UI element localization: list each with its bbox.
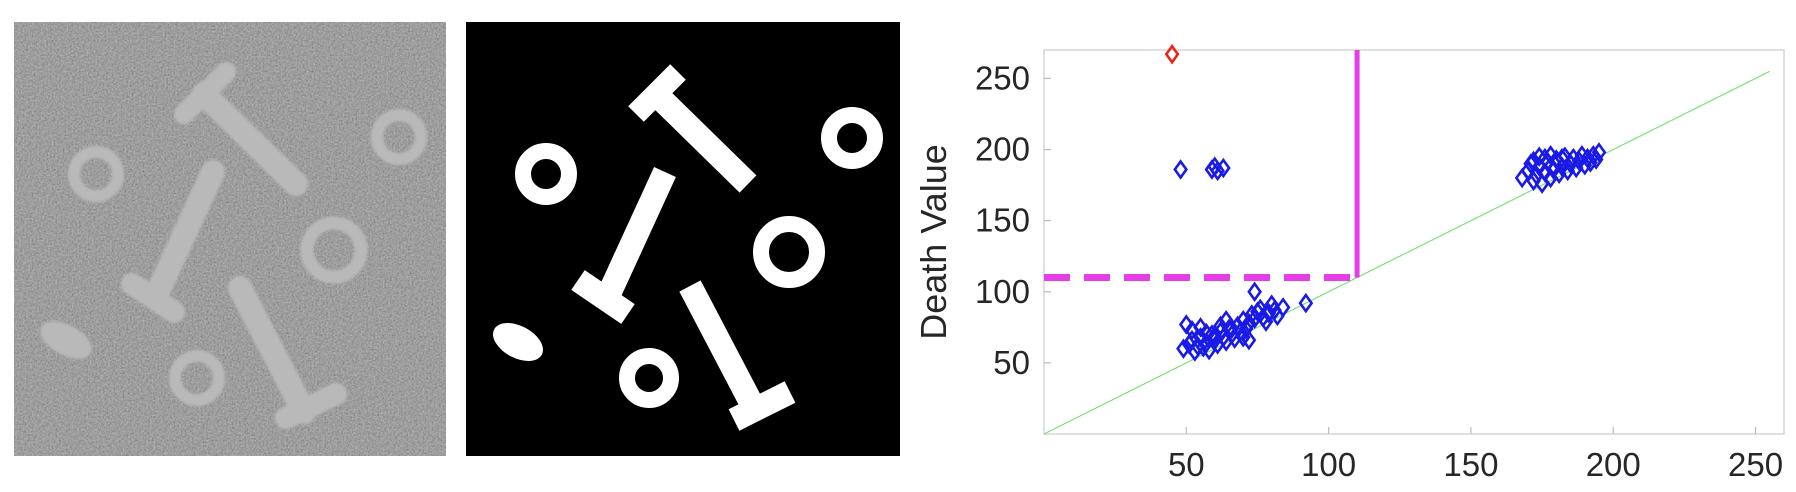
data-point [1224, 318, 1240, 339]
highlight-point [1164, 44, 1180, 65]
grayscale-image [14, 22, 446, 456]
data-point [1241, 329, 1257, 351]
y-axis-title: Death Value [920, 144, 954, 339]
threshold-layer [1044, 50, 1360, 282]
y-tick-label: 200 [975, 131, 1030, 168]
data-point [1526, 170, 1541, 192]
data-point [1526, 150, 1541, 172]
ring-shape [619, 348, 679, 408]
bolt-shape [679, 280, 796, 431]
y-tick-label: 250 [975, 59, 1030, 96]
ring-shape [169, 350, 225, 406]
x-tick-label: 50 [1168, 446, 1205, 483]
x-tick-label: 200 [1586, 446, 1641, 483]
oval-shape [40, 321, 92, 359]
ring-shape [68, 146, 124, 202]
data-point [1213, 315, 1228, 337]
bolt-shape [121, 160, 225, 323]
bolt-shape [571, 166, 676, 324]
plot-area-frame [1043, 49, 1785, 435]
x-tick-label: 150 [1443, 446, 1498, 483]
data-point [1298, 292, 1314, 314]
diagonal-layer [1043, 70, 1771, 435]
x-tick-label: 100 [1301, 446, 1356, 483]
data-point [1275, 297, 1291, 318]
data-point [1173, 159, 1188, 180]
data-point [1247, 281, 1262, 303]
data-point [1210, 160, 1225, 182]
data-point [1591, 142, 1607, 163]
data-point [1252, 298, 1268, 320]
y-tick-label: 150 [975, 202, 1030, 239]
data-point [1537, 147, 1553, 169]
x-tick-layer: 50 100 150 200 250 [1168, 427, 1783, 483]
oval-shape [493, 323, 543, 361]
binary-image [466, 22, 900, 456]
y-tick-label: 50 [993, 344, 1030, 381]
data-point [1176, 338, 1191, 359]
bolt-shape [628, 64, 757, 193]
grayscale-image-panel [14, 22, 446, 456]
persistence-diagram: 50 100 150 200 250 50 100 150 200 250 Death Valu… [920, 0, 1796, 492]
points-layer [1164, 44, 1607, 362]
persistence-diagram-panel: 50 100 150 200 250 50 100 150 200 250 Death Valu… [920, 0, 1796, 492]
data-point [1543, 145, 1558, 166]
y-tick-layer: 50 100 150 200 250 [975, 59, 1051, 381]
y-tick-label: 100 [975, 273, 1030, 310]
ring-shape [821, 107, 883, 169]
ring-shape [371, 109, 427, 165]
data-point [1554, 147, 1570, 169]
data-point [1207, 156, 1223, 177]
ring-shape [300, 216, 368, 284]
diagonal-line [1043, 70, 1771, 435]
bolt-shape [174, 62, 308, 196]
x-tick-label: 250 [1728, 446, 1783, 483]
ring-shape [515, 143, 577, 205]
bolt-shape [228, 276, 347, 429]
data-point [1198, 322, 1214, 344]
binary-image-panel [466, 22, 900, 456]
ring-shape [753, 216, 825, 288]
